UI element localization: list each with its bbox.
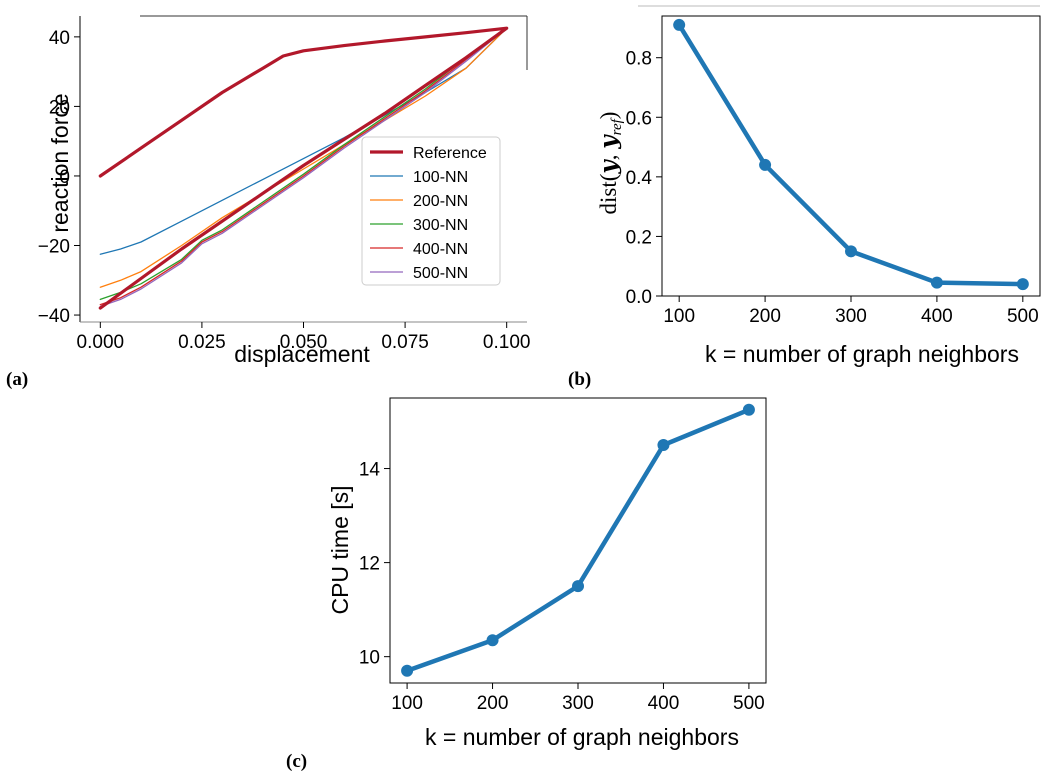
- panel-b-ylabel-fn: dist(: [596, 174, 621, 215]
- panel-a-xtick-label: 0.075: [381, 332, 429, 353]
- panel-b-series-line-0: [676, 22, 1026, 287]
- panel-b-ytick-label: 0.8: [626, 49, 652, 70]
- panel-a-series-line-300-nn: [99, 27, 508, 301]
- panel-c-ylabel: CPU time [s]: [327, 485, 353, 614]
- panel-a-ytick-label: −40: [38, 306, 70, 327]
- panel-c-xtick-label: 300: [562, 693, 594, 714]
- legend-entry: Reference: [413, 145, 487, 162]
- panel-c-data-point: [401, 664, 414, 677]
- panel-a-ytick-label: −20: [38, 237, 70, 258]
- panel-c-ytick-label: 10: [359, 648, 380, 669]
- panel-b-ytick-label: 0.6: [626, 108, 652, 129]
- panel-b-ylabel-y2: y: [595, 134, 622, 150]
- panel-b-ytick-label: 0.0: [626, 287, 652, 308]
- panel-b-xtick-label: 400: [921, 306, 953, 327]
- panel-b-xtick-label: 300: [835, 306, 867, 327]
- panel-c-xlabel: k = number of graph neighbors: [425, 724, 739, 750]
- panel-b-data-point: [1016, 278, 1029, 291]
- panel-b-ytick-label: 0.2: [626, 227, 652, 248]
- panel-c-data-point: [742, 403, 755, 416]
- legend-entry: 400-NN: [413, 241, 468, 258]
- panel-a-ytick-label: 0: [59, 167, 70, 188]
- panel-a-series-line-100-nn: [99, 27, 508, 255]
- panel-a-xtick-label: 0.100: [483, 332, 531, 353]
- panel-a-chart: 0.000 0.025 0.050 0.075 0.100 −40 −20 0 20 40 Refe…: [38, 15, 531, 353]
- panel-label-a: (a): [6, 369, 28, 390]
- legend-entry: 500-NN: [413, 265, 468, 282]
- panel-b-ylabel-comma: ,: [596, 149, 621, 161]
- panel-b-xlabel: k = number of graph neighbors: [705, 341, 1019, 367]
- panel-c-xtick-label: 500: [733, 693, 765, 714]
- legend-entry: 100-NN: [413, 169, 468, 186]
- panel-c-data-point: [486, 634, 499, 647]
- panel-a-xtick-label: 0.025: [178, 332, 226, 353]
- panel-label-c: (c): [286, 751, 307, 771]
- panel-c-ytick-label: 14: [359, 460, 381, 481]
- panel-a-ytick-label: 40: [49, 28, 70, 49]
- panel-a-xlabel: displacement: [234, 341, 370, 367]
- panel-b-data-point: [845, 245, 857, 258]
- panel-b-xtick-label: 100: [663, 306, 695, 327]
- panel-b-ylabel-close: ): [596, 112, 621, 120]
- panel-c-ytick-label: 12: [359, 554, 380, 575]
- panel-b-data-point: [930, 276, 943, 289]
- panel-a-xtick-label: 0.050: [280, 332, 328, 353]
- panel-c-data-point: [572, 580, 584, 593]
- panel-b-ylabel: dist(y, yref): [595, 112, 625, 215]
- panel-a-ytick-label: 20: [49, 97, 70, 118]
- panel-c-xtick-label: 100: [391, 693, 423, 714]
- panel-c-frame: [389, 397, 767, 684]
- panel-a-series-line-400-nn: [99, 27, 508, 306]
- panel-c-xtick-label: 200: [477, 693, 509, 714]
- panel-a-series-line-reference: [98, 26, 509, 310]
- panel-label-b: (b): [568, 369, 591, 390]
- panel-c-chart: 100 200 300 400 500 10 12 14: [359, 397, 767, 714]
- panel-b-xtick-label: 500: [1007, 306, 1039, 327]
- panel-c-xtick-label: 400: [648, 693, 680, 714]
- panel-b-xtick-label: 200: [749, 306, 781, 327]
- panel-a-xtick-label: 0.000: [77, 332, 125, 353]
- panel-c-data-point: [657, 439, 670, 452]
- panel-a-legend: Reference 100-NN 200-NN 300-NN 400-NN 500-NN: [361, 136, 501, 286]
- panel-b-ylabel-sub: ref: [609, 117, 625, 135]
- panel-a-series-line-500-nn: [99, 27, 508, 308]
- panel-b-data-point: [673, 18, 686, 31]
- panel-b-data-point: [759, 158, 772, 171]
- panel-b-ytick-label: 0.4: [626, 168, 653, 189]
- legend-entry: 200-NN: [413, 193, 468, 210]
- panel-b-ylabel-y1: y: [595, 159, 622, 175]
- legend-entry: 300-NN: [413, 217, 468, 234]
- panel-a-ylabel: reaction force: [47, 93, 73, 232]
- panel-c-series-line-0: [404, 407, 752, 674]
- panel-b-chart: 100 200 300 400 500 0.0 0.2 0.4 0.6 0.8: [626, 5, 1041, 327]
